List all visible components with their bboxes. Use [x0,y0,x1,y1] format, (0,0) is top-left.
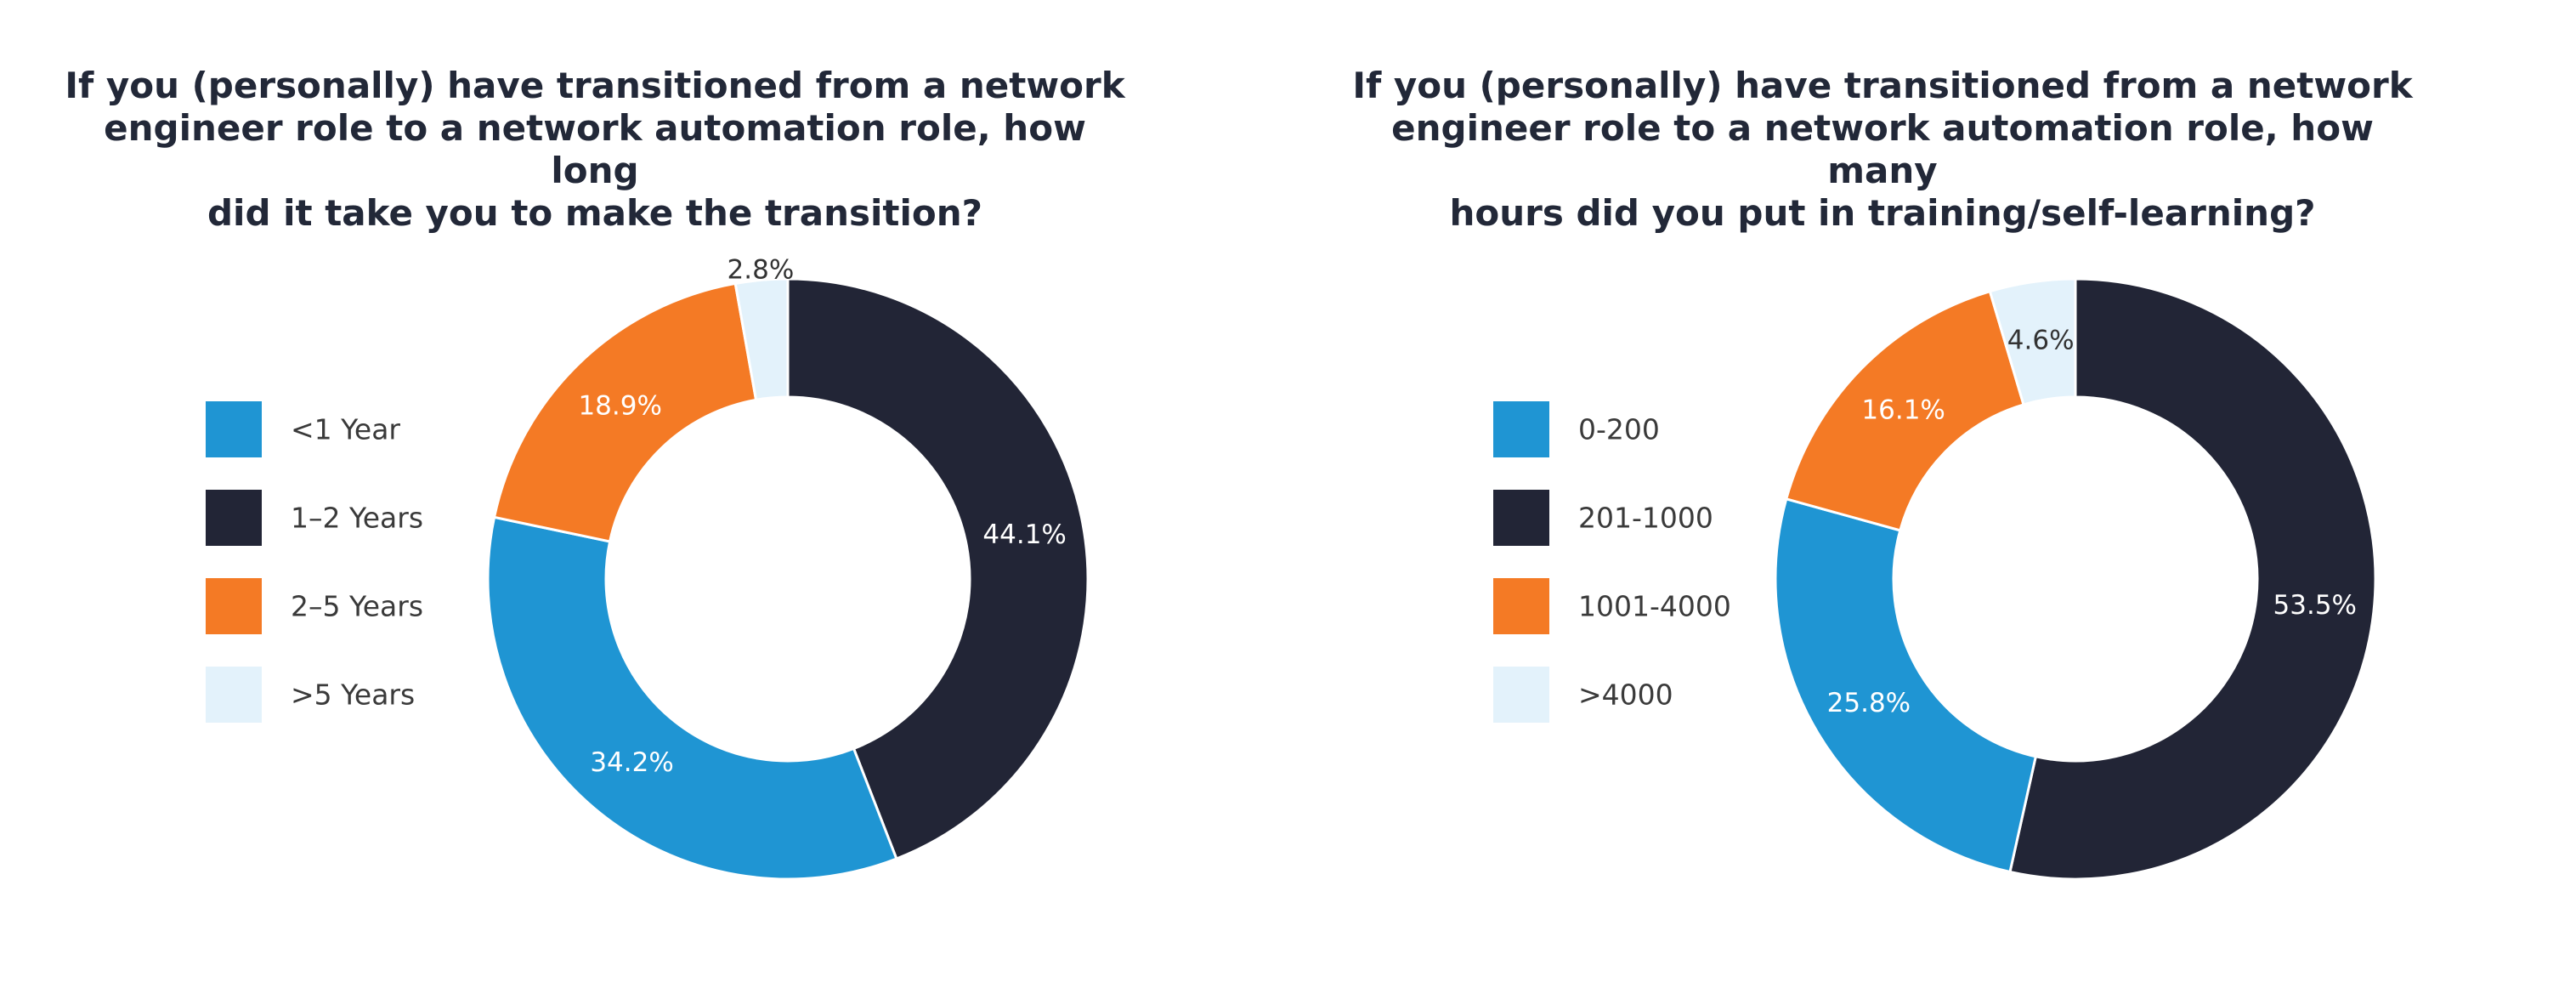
legend-label: >4000 [1578,678,1673,712]
donut-slice [492,281,758,543]
legend-label: >5 Years [291,678,416,712]
donut-chart: 44.1% 34.2% 18.9% 2.8% [486,254,1090,881]
slice-value-label: 4.6% [2007,325,2075,355]
legend-swatch [1493,578,1549,634]
chart-title: If you (personally) have transitioned fr… [65,65,1125,234]
legend-swatch [206,578,262,634]
donut-slice [733,277,790,402]
legend-label: 201-1000 [1578,501,1713,535]
slice-value-label: 18.9% [578,390,661,421]
legend-label: 0-200 [1578,412,1660,446]
donut-slice [1774,497,2038,874]
legend-swatch [206,667,262,723]
legend-label: 2–5 Years [291,589,424,623]
slice-value-label: 25.8% [1827,688,1911,718]
donut-slice [1988,277,2077,406]
slice-value-label: 53.5% [2273,590,2357,621]
legend-swatch [1493,401,1549,457]
donut-slice [1784,289,2025,532]
legend-label: 1–2 Years [291,501,424,535]
donut-chart: 53.5% 25.8% 16.1% 4.6% [1774,277,2377,881]
chart-panel-transition-time: If you (personally) have transitioned fr… [65,65,1125,881]
slice-value-label: 44.1% [982,519,1066,550]
chart-panel-training-hours: If you (personally) have transitioned fr… [1288,0,2575,982]
slice-value-label: 34.2% [590,747,673,778]
legend-swatch [1493,667,1549,723]
legend-swatch [206,401,262,457]
legend-label: <1 Year [291,412,401,446]
donut-slice [486,515,898,881]
chart-title: If you (personally) have transitioned fr… [1352,65,2413,234]
slice-value-label: 2.8% [728,254,795,285]
slice-value-label: 16.1% [1861,395,1945,425]
legend-swatch [1493,490,1549,546]
donut-slice [2008,277,2377,881]
legend-swatch [206,490,262,546]
legend-label: 1001-4000 [1578,589,1731,623]
donut-slice [786,277,1090,860]
